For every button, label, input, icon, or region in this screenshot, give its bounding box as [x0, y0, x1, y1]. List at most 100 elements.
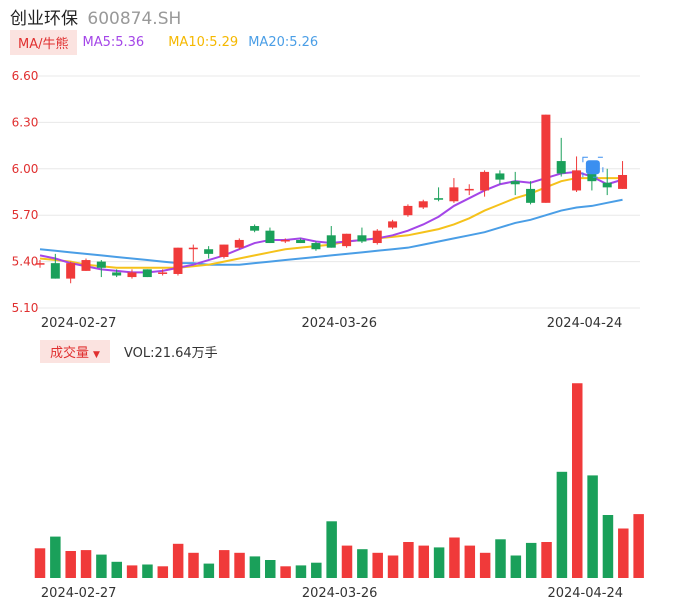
x-tick-label: 2024-03-26: [301, 316, 377, 331]
candle-body: [326, 235, 336, 248]
volume-bar: [111, 561, 122, 578]
stock-code: 600874.SH: [87, 9, 182, 29]
candle-body: [449, 187, 459, 202]
candle-body: [495, 173, 505, 180]
candle-body: [66, 263, 76, 279]
x-tick-label: 2024-03-26: [302, 586, 378, 601]
volume-bar: [157, 566, 169, 578]
y-tick-label: 6.00: [12, 162, 39, 176]
candle-body: [418, 201, 428, 208]
event-marker-frame: [582, 156, 604, 178]
stock-title: 创业环保 600874.SH: [10, 4, 181, 29]
volume-bar: [34, 548, 46, 578]
candle-body: [204, 249, 214, 254]
x-tick-label: 2024-04-24: [547, 586, 623, 601]
candle-body: [234, 239, 244, 248]
volume-bar: [433, 547, 445, 578]
volume-bar: [234, 552, 245, 578]
y-tick-label: 5.40: [12, 255, 39, 269]
volume-bar: [449, 537, 460, 578]
volume-bar: [96, 554, 107, 578]
volume-bar: [295, 565, 307, 578]
candle-body: [388, 221, 398, 228]
ma20-line: [39, 198, 623, 266]
candle-body: [81, 260, 91, 271]
volume-value: VOL:21.64万手: [123, 345, 218, 361]
candle-body: [50, 263, 60, 279]
candle-body: [403, 205, 413, 216]
volume-bar: [65, 551, 76, 578]
volume-bar: [311, 562, 322, 578]
y-tick-label: 5.10: [12, 301, 39, 315]
candle-body: [188, 247, 198, 250]
y-tick-label: 6.30: [12, 115, 39, 129]
volume-bar: [188, 552, 199, 578]
candle-body: [342, 233, 352, 247]
volume-bar: [203, 563, 215, 578]
ma-bull-bear-toggle[interactable]: MA/牛熊: [10, 29, 77, 55]
ma-legend: MA/牛熊 MA5:5.36 MA10:5.29 MA20:5.26: [10, 29, 328, 55]
volume-bar: [572, 383, 583, 578]
candle-body: [127, 272, 137, 278]
event-marker-icon[interactable]: [585, 160, 600, 175]
volume-bar: [587, 475, 598, 578]
volume-bar: [403, 542, 414, 578]
stock-name: 创业环保: [10, 9, 78, 29]
volume-bar: [602, 515, 614, 578]
volume-bar: [126, 565, 138, 578]
ma10-line: [39, 177, 623, 269]
candle-body: [510, 181, 520, 185]
candle-body: [296, 239, 306, 244]
candle-body: [556, 161, 566, 174]
x-tick-label: 2024-02-27: [41, 316, 117, 331]
candle-body: [587, 168, 597, 182]
ma5-label: MA5:5.36: [82, 34, 145, 50]
caret-down-icon: ▼: [93, 349, 100, 360]
candle-body: [96, 261, 106, 268]
volume-bar: [280, 566, 291, 578]
y-tick-label: 6.60: [12, 69, 39, 83]
volume-bar: [249, 556, 261, 578]
candle-body: [541, 114, 551, 203]
volume-bar: [80, 550, 92, 578]
candle-body: [142, 269, 152, 278]
volume-bar: [633, 514, 644, 578]
candle-body: [265, 230, 275, 244]
candle-body: [357, 235, 367, 242]
candle-body: [526, 188, 536, 203]
volume-bar: [464, 545, 476, 578]
volume-bar: [525, 542, 537, 578]
volume-bar: [541, 542, 552, 578]
volume-bar: [357, 549, 368, 578]
candle-body: [250, 226, 260, 231]
volume-bar: [142, 564, 153, 578]
x-tick-label: 2024-02-27: [41, 586, 117, 601]
candle-body: [112, 272, 122, 276]
volume-bar: [341, 545, 353, 578]
candle-body: [372, 230, 382, 244]
volume-bar: [372, 552, 383, 578]
volume-indicator-dropdown[interactable]: 成交量 ▼: [40, 339, 110, 363]
volume-bar: [618, 528, 629, 578]
y-tick-label: 5.70: [12, 208, 39, 222]
candle-body: [158, 272, 168, 274]
candle-body: [173, 247, 183, 274]
candle-body: [219, 244, 229, 257]
ma20-label: MA20:5.26: [248, 34, 319, 50]
candle-body: [35, 263, 45, 265]
volume-bar: [172, 543, 184, 578]
candle-body: [602, 182, 612, 188]
candle-body: [618, 174, 628, 189]
volume-bar: [418, 545, 429, 578]
volume-bar: [326, 521, 337, 578]
volume-bar: [479, 552, 491, 578]
ma10-label: MA10:5.29: [168, 34, 239, 50]
volume-bar: [387, 555, 399, 578]
volume-legend: 成交量 ▼ VOL:21.64万手: [40, 339, 218, 363]
volume-bar: [556, 471, 568, 578]
volume-dropdown-label: 成交量: [50, 345, 90, 361]
x-tick-label: 2024-04-24: [547, 316, 623, 331]
volume-bar: [50, 536, 61, 578]
candle-body: [572, 170, 582, 191]
